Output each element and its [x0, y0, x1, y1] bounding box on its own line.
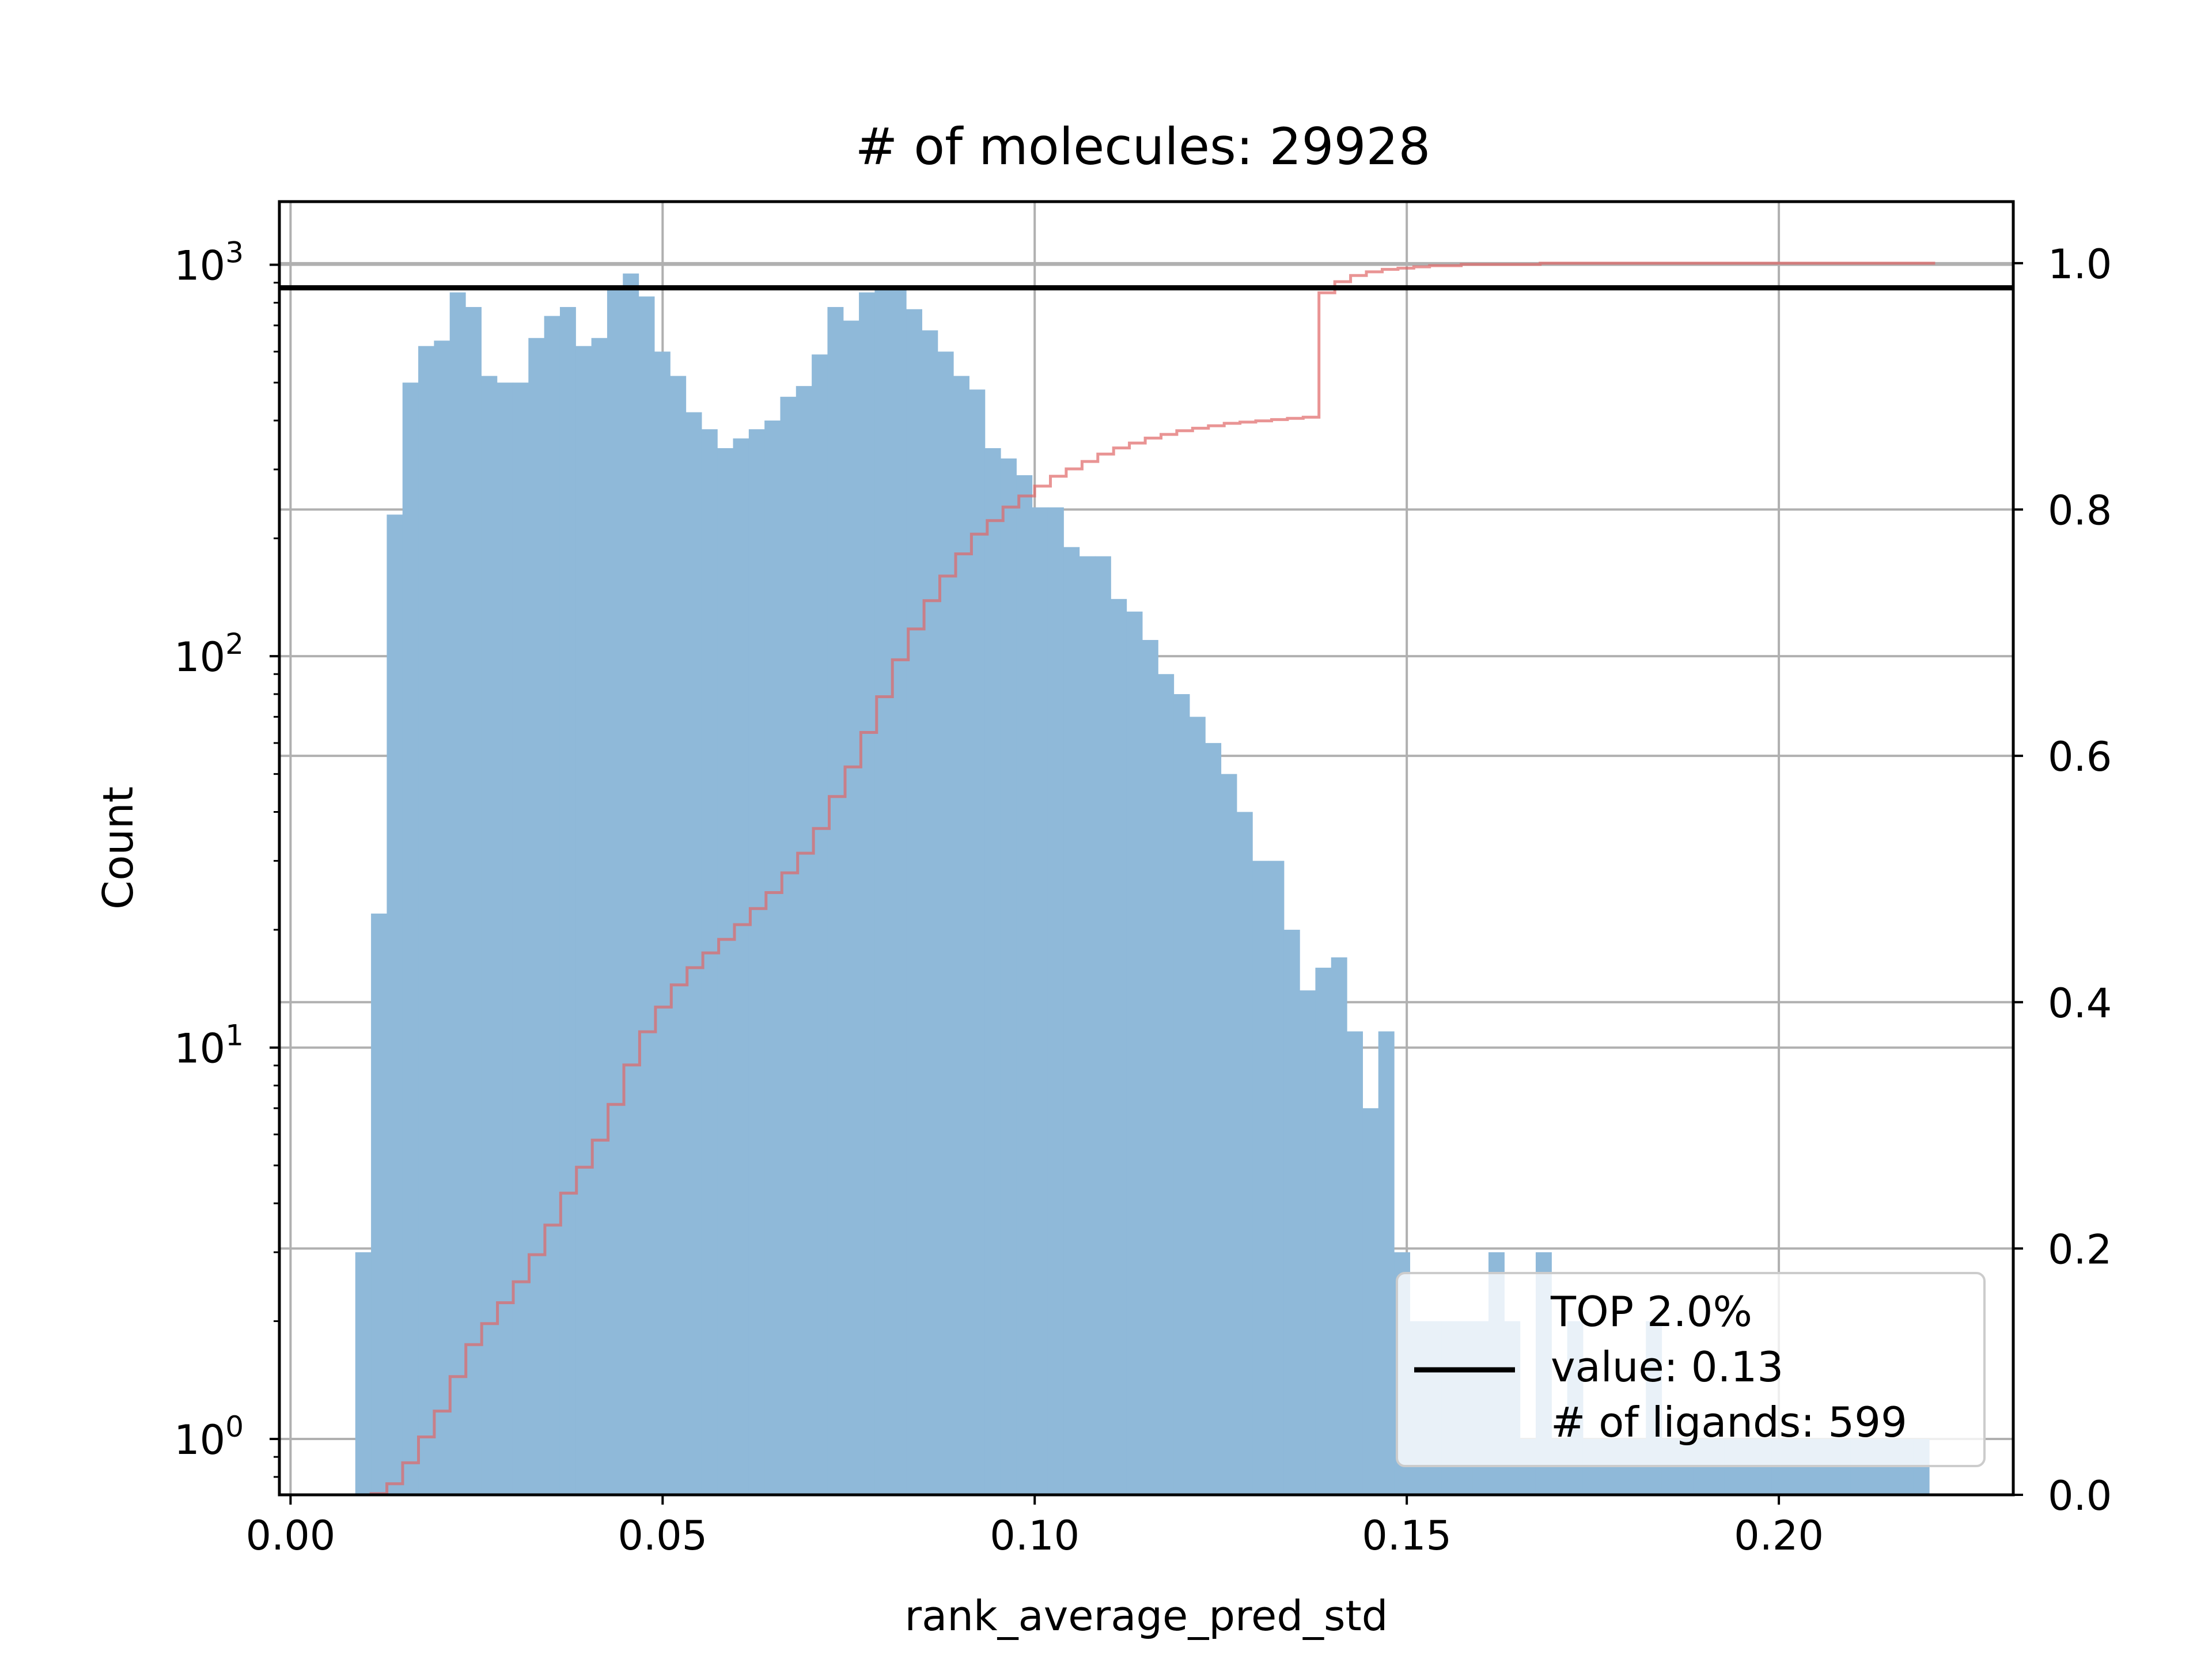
histogram-bar — [906, 309, 922, 1495]
histogram-bar — [528, 338, 545, 1495]
histogram-bar — [1283, 930, 1300, 1495]
histogram-bar — [387, 514, 403, 1495]
histogram-bar — [733, 438, 749, 1495]
histogram-bar — [512, 382, 529, 1495]
y-tick-label-right: 0.0 — [2048, 1472, 2112, 1520]
histogram-bar — [1094, 556, 1111, 1495]
histogram-bar — [1189, 717, 1206, 1495]
histogram-bar — [654, 351, 671, 1495]
histogram-bar — [575, 346, 592, 1495]
histogram-bar — [717, 448, 734, 1495]
histogram-bar — [922, 330, 938, 1495]
histogram-bar — [607, 286, 623, 1495]
histogram-bar — [890, 286, 907, 1495]
histogram-bars — [355, 273, 1930, 1495]
histogram-bar — [355, 1252, 372, 1495]
histogram-bar — [1300, 990, 1316, 1495]
y-tick-label-right: 1.0 — [2048, 241, 2112, 288]
histogram-bar — [796, 386, 812, 1495]
histogram-bar — [1142, 639, 1158, 1495]
histogram-bar — [874, 286, 891, 1495]
histogram-bar — [984, 448, 1001, 1495]
histogram-bar — [685, 412, 702, 1495]
histogram-bar — [1221, 774, 1237, 1495]
legend-value: value: 0.13 — [1551, 1343, 1783, 1391]
plot-frame — [278, 200, 2015, 1497]
histogram-bar — [1158, 674, 1175, 1495]
y-tick-label-left: 103 — [174, 236, 244, 290]
histogram-bar — [764, 421, 781, 1495]
histogram-bar — [1047, 507, 1064, 1495]
histogram-bar — [1378, 1031, 1395, 1495]
chart-title: # of molecules: 29928 — [855, 117, 1431, 176]
histogram-bar — [591, 338, 608, 1495]
y-axis-label: Count — [94, 786, 142, 910]
histogram-bar — [827, 306, 844, 1495]
y-tick-label-right: 0.4 — [2048, 980, 2112, 1027]
histogram-bar — [1315, 967, 1332, 1495]
histogram-bar — [670, 376, 687, 1495]
histogram-bar — [1236, 812, 1253, 1495]
histogram-bar — [1126, 611, 1143, 1495]
histogram-bar — [812, 354, 828, 1495]
y-tick-label-right: 0.2 — [2048, 1226, 2112, 1273]
histogram-bar — [434, 340, 450, 1495]
histogram-bar — [1000, 458, 1017, 1495]
histogram-bar — [449, 292, 466, 1495]
histogram-bar — [937, 351, 954, 1495]
histogram-bar — [969, 389, 986, 1495]
histogram-bar — [465, 306, 482, 1495]
histogram-bar — [497, 382, 513, 1495]
histogram-bar — [1063, 547, 1080, 1495]
histogram-bar — [1347, 1031, 1363, 1495]
lines-layer — [279, 262, 2013, 1497]
x-tick-label: 0.00 — [245, 1512, 335, 1559]
histogram-bar — [859, 292, 876, 1495]
histogram-bar — [638, 296, 655, 1495]
histogram-bar — [544, 316, 560, 1495]
histogram-bar — [481, 376, 498, 1495]
x-tick-label: 0.15 — [1362, 1512, 1452, 1559]
histogram-bar — [953, 376, 969, 1495]
histogram-bar — [1268, 861, 1285, 1495]
histogram-bar — [1252, 861, 1269, 1495]
legend-ligand-count: # of ligands: 599 — [1551, 1398, 1907, 1446]
histogram-bar — [1032, 507, 1048, 1495]
y-tick-label-left: 101 — [174, 1019, 244, 1073]
histogram-bar — [748, 429, 765, 1495]
y-tick-label-left: 102 — [174, 627, 244, 681]
histogram-bar — [1173, 694, 1190, 1495]
y-tick-label-right: 0.6 — [2048, 733, 2112, 781]
legend: TOP 2.0% value: 0.13 # of ligands: 599 — [1396, 1272, 1986, 1467]
cdf-line — [355, 262, 1936, 1497]
y-axis-right: 0.0 0.2 0.4 0.6 0.8 1.0 — [2013, 241, 2112, 1520]
y-tick-label-right: 0.8 — [2048, 487, 2112, 535]
histogram-bar — [402, 382, 419, 1495]
x-tick-label: 0.10 — [990, 1512, 1080, 1559]
histogram-bar — [1331, 957, 1347, 1495]
legend-box — [1396, 1272, 1986, 1467]
x-axis: 0.00 0.05 0.10 0.15 0.20 — [245, 1495, 1824, 1559]
histogram-bar — [1079, 556, 1096, 1495]
y-axis-left: 100 101 102 103 — [174, 236, 279, 1478]
histogram-bar — [418, 346, 434, 1495]
histogram-bar — [371, 913, 388, 1495]
histogram-bar — [843, 320, 859, 1495]
x-axis-label: rank_average_pred_std — [905, 1592, 1388, 1640]
histogram-bar — [780, 396, 797, 1495]
x-tick-label: 0.05 — [618, 1512, 707, 1559]
histogram-bar — [623, 273, 639, 1495]
histogram-bar — [1362, 1108, 1379, 1495]
histogram-bar — [1205, 743, 1222, 1495]
histogram-bar — [559, 306, 576, 1495]
legend-top-percent: TOP 2.0% — [1550, 1287, 1752, 1336]
x-tick-label: 0.20 — [1734, 1512, 1824, 1559]
y-tick-label-left: 100 — [174, 1410, 244, 1464]
histogram-bar — [1111, 599, 1127, 1495]
histogram-bar — [1016, 475, 1033, 1495]
